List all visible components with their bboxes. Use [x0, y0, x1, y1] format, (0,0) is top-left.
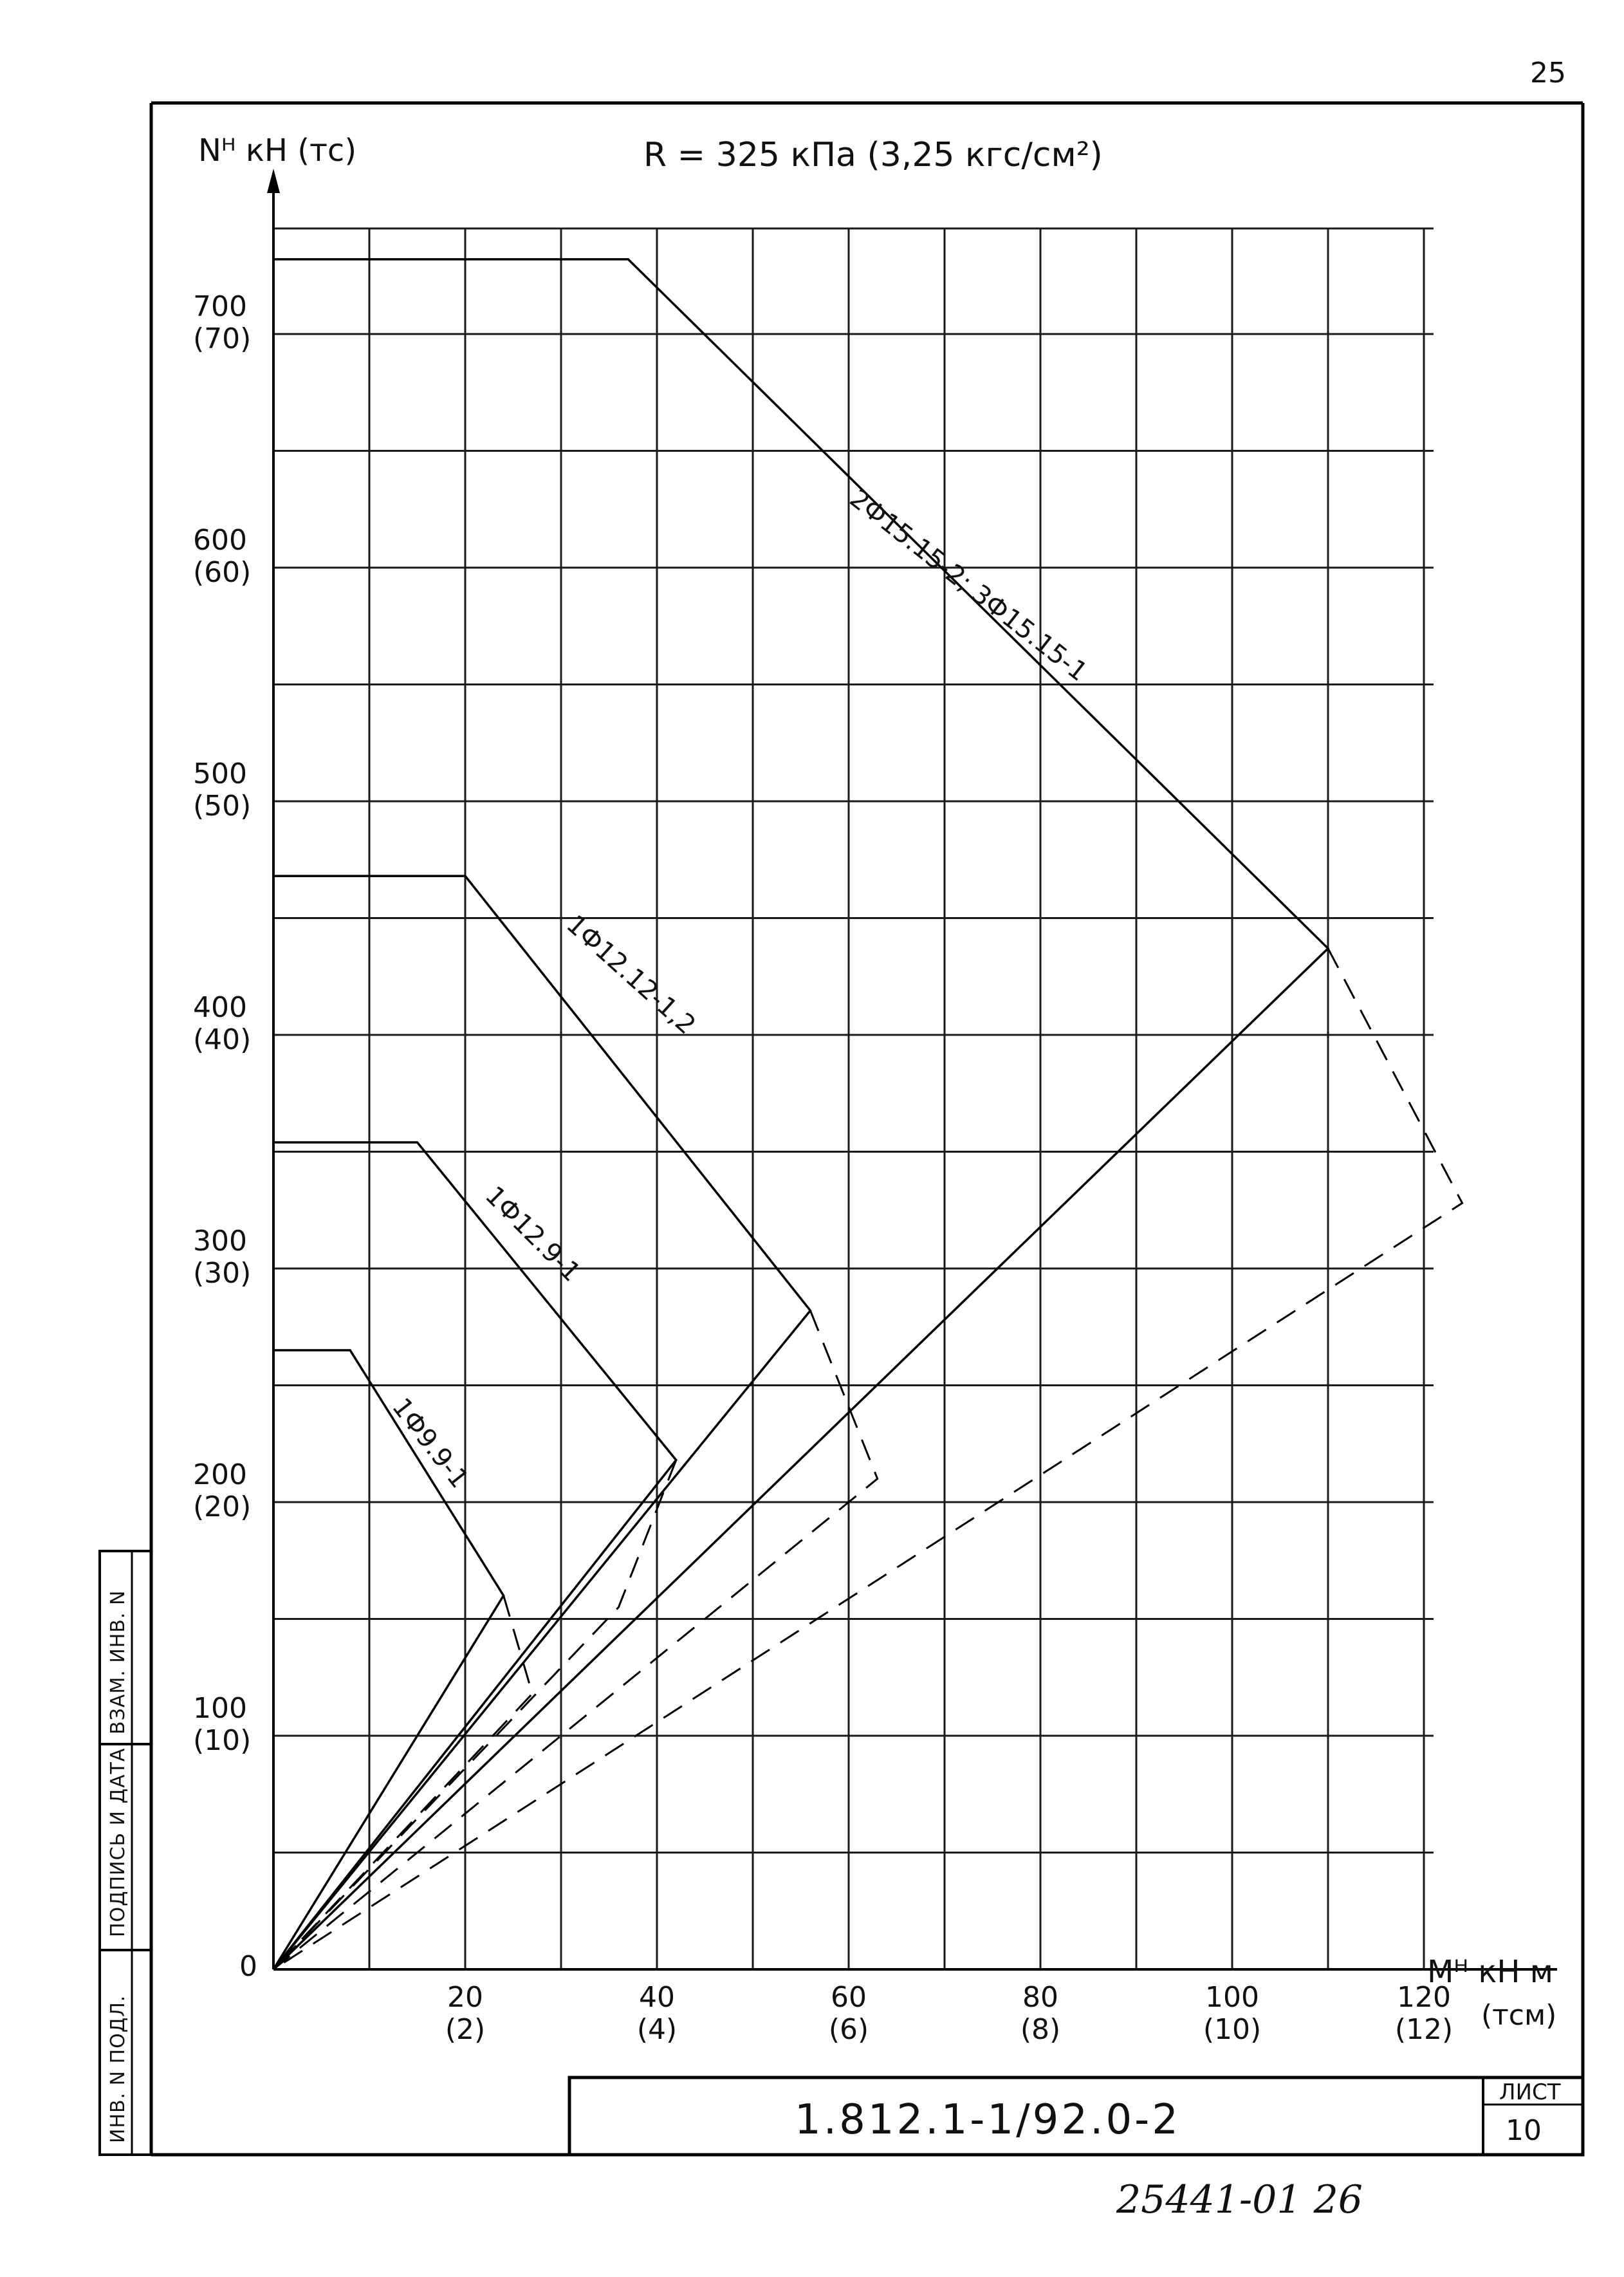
- y-tick-label-alt: (10): [193, 1724, 251, 1757]
- x-tick-label-alt: (2): [445, 2013, 485, 2046]
- series-2-solid-line: [272, 1141, 678, 1971]
- y-tick-label: 600: [193, 524, 247, 557]
- x-axis-unit-alt: (тсм): [1481, 1999, 1556, 2032]
- x-tick-label: 80: [1022, 1981, 1058, 2014]
- page-number: 25: [1530, 57, 1566, 89]
- y-tick-label-alt: (40): [193, 1023, 251, 1056]
- y-tick-label: 400: [193, 991, 247, 1024]
- y-axis-title: Nᴴ кН (тс): [198, 133, 356, 169]
- series-0-solid-line: [272, 258, 1330, 1971]
- x-tick-label: 20: [447, 1981, 483, 2014]
- chart-title: R = 325 кПа (3,25 кгс/см²): [643, 136, 1103, 174]
- drawing-frame: [149, 101, 1585, 2157]
- side-stamp-signature: ПОДПИСЬ И ДАТА: [107, 1748, 129, 1937]
- series-label-1f12-12: 1Ф12.12-1,2: [560, 909, 701, 1040]
- y-tick-label: 700: [193, 290, 247, 323]
- side-stamp: ИНВ. N ПОДЛ. ПОДПИСЬ И ДАТА ВЗАМ. ИНВ. N: [98, 1550, 152, 2156]
- x-tick-label: 100: [1205, 1981, 1259, 2014]
- y-tick-label-alt: (30): [193, 1257, 251, 1290]
- x-tick-label-alt: (10): [1203, 2013, 1261, 2046]
- title-block: 1.812.1-1/92.0-2 ЛИСТ 10: [567, 2076, 1585, 2157]
- document-code: 1.812.1-1/92.0-2: [795, 2096, 1181, 2144]
- y-tick-label-alt: (50): [193, 790, 251, 823]
- x-axis-title: Mᴴ кН м: [1427, 1954, 1553, 1990]
- tick-labels: 0100(10)200(20)300(30)400(40)500(50)600(…: [193, 290, 1453, 2046]
- x-tick-label-alt: (4): [637, 2013, 677, 2046]
- grid: [273, 227, 1434, 1969]
- y-tick-label-alt: (60): [193, 556, 251, 589]
- series-2-dashed-line: [272, 1460, 678, 1971]
- series-1-dashed-line: [273, 1310, 879, 1971]
- y-tick-label-alt: (70): [193, 322, 251, 355]
- handwritten-inventory-number: 25441-01 26: [1116, 2177, 1363, 2222]
- series-label-2f15: 2Ф15.15-2; 3Ф15.15-1: [844, 484, 1093, 687]
- x-tick-label-alt: (12): [1395, 2013, 1453, 2046]
- x-tick-label: 60: [831, 1981, 867, 2014]
- y-tick-label: 300: [193, 1225, 247, 1258]
- y-tick-label: 100: [193, 1692, 247, 1725]
- x-tick-label: 40: [639, 1981, 675, 2014]
- x-tick-label-alt: (6): [829, 2013, 869, 2046]
- side-stamp-inventory: ИНВ. N ПОДЛ.: [107, 1995, 129, 2143]
- sheet-label: ЛИСТ: [1499, 2079, 1561, 2105]
- series-label-1f12-9: 1Ф12.9-1: [479, 1181, 586, 1288]
- sheet-number: 10: [1506, 2114, 1542, 2147]
- series-1-solid-line: [272, 875, 812, 1971]
- side-stamp-replacement: ВЗАМ. ИНВ. N: [107, 1590, 129, 1734]
- y-tick-label: 200: [193, 1458, 247, 1491]
- y-tick-label-alt: (20): [193, 1491, 251, 1523]
- y-tick-label: 500: [193, 757, 247, 790]
- y-tick-label: 0: [239, 1950, 257, 1983]
- x-tick-label: 120: [1397, 1981, 1451, 2014]
- y-axis-arrow: [267, 169, 280, 193]
- x-tick-label-alt: (8): [1020, 2013, 1060, 2046]
- series-0-dashed-line: [273, 947, 1464, 1971]
- series-3-dashed-line: [272, 1595, 533, 1971]
- series: [272, 258, 1464, 1971]
- series-3-solid-line: [272, 1349, 505, 1970]
- axes: [267, 169, 1557, 1971]
